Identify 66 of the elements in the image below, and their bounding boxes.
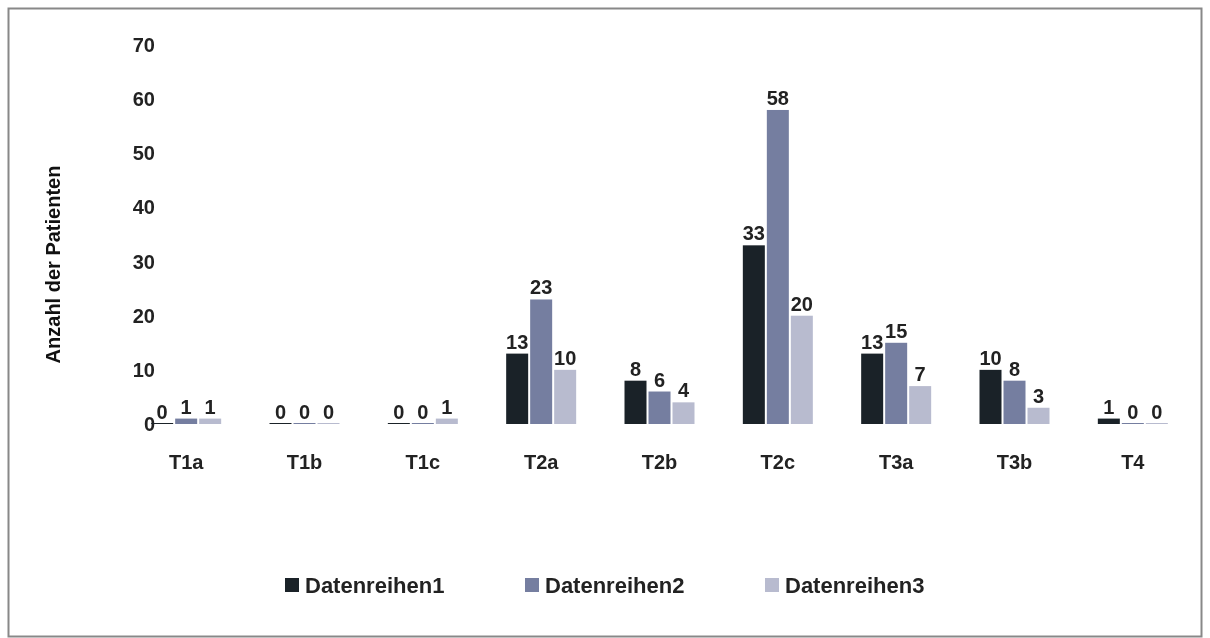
bar — [979, 369, 1002, 424]
y-tick-label: 10 — [132, 358, 155, 381]
legend-label: Datenreihen2 — [545, 572, 685, 598]
x-tick-label: T1b — [286, 451, 323, 473]
bar — [672, 402, 695, 424]
bar — [790, 315, 813, 424]
x-tick-label: T3a — [878, 451, 915, 473]
bar — [506, 353, 529, 424]
data-label: 8 — [629, 357, 642, 380]
bar — [435, 418, 458, 424]
data-label: 58 — [766, 86, 789, 109]
y-tick-label: 20 — [132, 304, 155, 327]
y-tick-label: 40 — [132, 196, 155, 219]
y-tick-label: 50 — [132, 142, 155, 165]
y-tick-label: 70 — [132, 34, 155, 56]
data-label: 0 — [322, 401, 335, 423]
data-label: 6 — [653, 368, 666, 391]
data-label: 1 — [441, 395, 453, 418]
y-axis-title: Anzahl der Patienten — [42, 165, 64, 364]
bar — [199, 418, 222, 424]
bar — [766, 109, 789, 424]
data-label: 33 — [742, 222, 765, 245]
data-label: 7 — [914, 363, 926, 386]
bar — [909, 386, 932, 424]
data-label: 8 — [1008, 357, 1021, 380]
bar — [885, 342, 908, 424]
x-tick-label: T3b — [996, 451, 1033, 473]
data-label: 3 — [1032, 384, 1045, 407]
x-tick-label: T1a — [168, 451, 205, 473]
bar — [624, 380, 647, 424]
data-label: 0 — [417, 401, 429, 423]
bar — [530, 299, 553, 424]
bar — [554, 369, 577, 424]
data-label: 0 — [393, 401, 405, 423]
x-tick-label: T2c — [760, 451, 796, 473]
data-label: 4 — [677, 379, 690, 402]
bar — [648, 391, 671, 424]
data-label: 1 — [1103, 395, 1115, 418]
data-label: 1 — [204, 395, 216, 418]
data-label: 0 — [1127, 401, 1139, 423]
bar — [861, 353, 884, 424]
x-tick-label: T4 — [1121, 451, 1146, 473]
data-label: 23 — [530, 276, 553, 299]
data-label: 10 — [554, 346, 577, 369]
data-label: 0 — [298, 401, 311, 423]
data-label: 1 — [180, 395, 192, 418]
data-label: 13 — [506, 330, 529, 353]
legend-label: Datenreihen3 — [785, 572, 925, 598]
bar — [1097, 418, 1120, 424]
x-tick-label: T1c — [405, 451, 441, 473]
bar — [742, 245, 765, 424]
data-label: 13 — [861, 330, 884, 353]
data-label: 0 — [1151, 401, 1163, 423]
data-label: 20 — [790, 292, 813, 315]
data-label: 10 — [979, 346, 1002, 369]
bar — [1027, 407, 1050, 424]
y-tick-label: 0 — [143, 413, 155, 435]
data-label: 0 — [274, 401, 287, 423]
legend-label: Datenreihen1 — [305, 572, 445, 598]
x-tick-label: T2a — [523, 451, 560, 473]
y-tick-label: 60 — [132, 88, 155, 111]
bar — [175, 418, 198, 424]
data-label: 15 — [885, 319, 908, 342]
y-tick-label: 30 — [132, 250, 155, 273]
bar — [1003, 380, 1026, 424]
x-tick-label: T2b — [641, 451, 678, 473]
